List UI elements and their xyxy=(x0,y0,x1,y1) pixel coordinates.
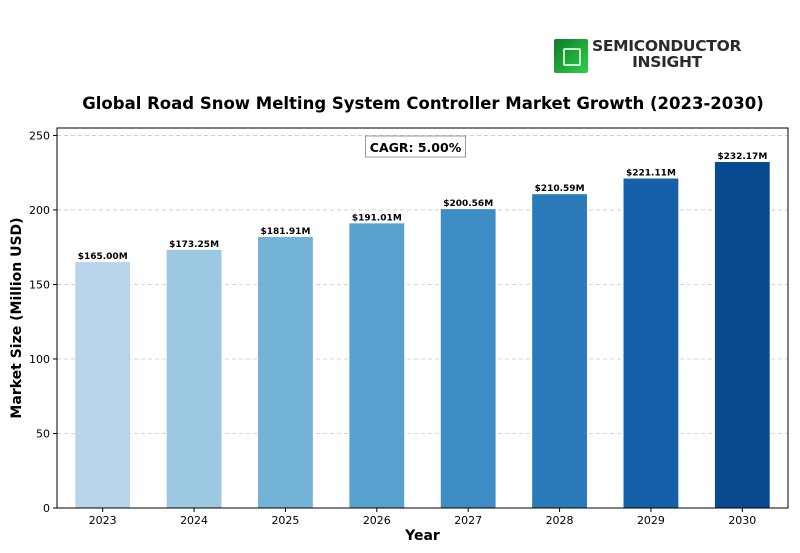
bar-2030 xyxy=(714,162,770,508)
bar-2024 xyxy=(166,249,222,508)
bar-2028 xyxy=(532,194,587,508)
y-tick-label: 250 xyxy=(29,129,50,142)
y-tick-label: 50 xyxy=(36,427,50,440)
chip-icon xyxy=(554,39,588,73)
data-label: $181.91M xyxy=(260,227,310,237)
cagr-annotation: CAGR: 5.00% xyxy=(370,140,462,155)
chart-title: Global Road Snow Melting System Controll… xyxy=(82,94,764,113)
bar-2026 xyxy=(349,223,405,508)
data-label: $173.25M xyxy=(169,240,219,250)
y-tick-label: 200 xyxy=(29,204,50,217)
y-axis-label: Market Size (Million USD) xyxy=(9,217,25,418)
cagr-box xyxy=(365,135,466,158)
logo-line1: SEMICONDUCTOR xyxy=(592,37,742,55)
semiconductor-insight-logo: SEMICONDUCTOR INSIGHT xyxy=(554,38,754,74)
data-label: $232.17M xyxy=(717,152,767,162)
plot-frame xyxy=(56,127,789,509)
x-axis-label: Year xyxy=(404,528,440,544)
x-tick-label: 2026 xyxy=(363,514,391,527)
logo-line2: INSIGHT xyxy=(632,53,702,71)
data-label: $200.56M xyxy=(443,199,493,209)
y-tick-label: 100 xyxy=(29,353,50,366)
x-tick-label: 2028 xyxy=(546,514,574,527)
x-tick-label: 2029 xyxy=(637,514,665,527)
bar-2029 xyxy=(623,178,679,508)
x-tick-label: 2024 xyxy=(180,514,208,527)
data-label: $221.11M xyxy=(626,169,676,179)
x-tick-label: 2025 xyxy=(271,514,299,527)
x-tick-label: 2023 xyxy=(89,514,117,527)
x-tick-label: 2027 xyxy=(454,514,482,527)
data-label: $165.00M xyxy=(78,252,128,262)
bar-2025 xyxy=(258,236,313,508)
bar-2027 xyxy=(440,209,496,508)
x-tick-label: 2030 xyxy=(728,514,756,527)
data-label: $210.59M xyxy=(535,184,585,194)
data-label: $191.01M xyxy=(352,213,402,223)
y-tick-label: 150 xyxy=(29,278,50,291)
bar-2023 xyxy=(75,262,131,508)
y-tick-label: 0 xyxy=(43,502,50,515)
